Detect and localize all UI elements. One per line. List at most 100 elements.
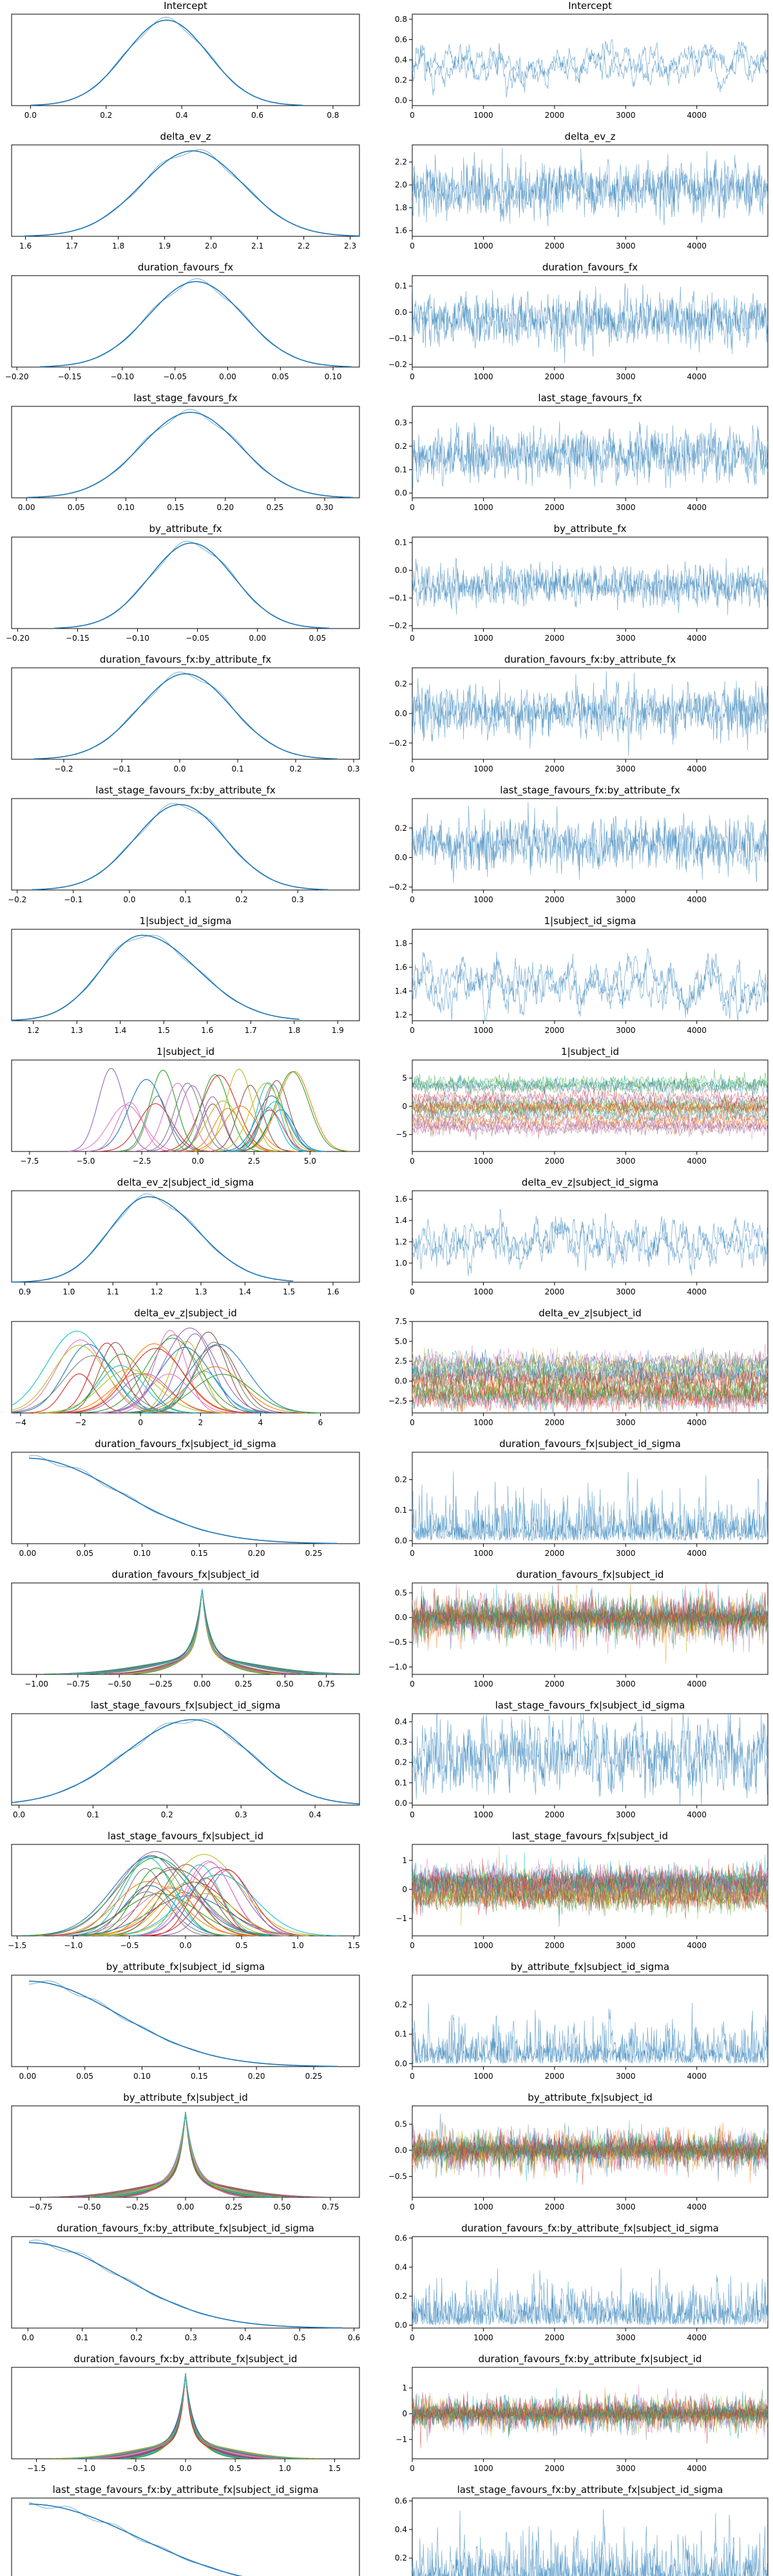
y-tick-label: −1.0 bbox=[388, 1662, 407, 1671]
density-curve bbox=[99, 2112, 272, 2197]
density-curve bbox=[12, 1196, 293, 1283]
x-tick-label: 0 bbox=[410, 1287, 415, 1296]
density-curve bbox=[95, 1881, 287, 1937]
density-curve bbox=[49, 2112, 322, 2197]
x-tick-label: 0.8 bbox=[327, 111, 339, 120]
x-tick-label: 3000 bbox=[616, 1026, 636, 1035]
x-tick-label: 0 bbox=[410, 1026, 415, 1035]
trace-panel-delta-ev-z-subject-id: delta_ev_z|subject_id 0 1000 2000 3000 4000 −2… bbox=[388, 1307, 768, 1427]
trace-panel-last-stage-favours-fx-subject-id-sigma: last_stage_favours_fx|subject_id_sigma 0 1… bbox=[395, 1700, 768, 1819]
density-curve bbox=[11, 1331, 178, 1414]
trace-panel-duration-favours-fx: duration_favours_fx 0 1000 2000 3000 4000 −0.2… bbox=[388, 261, 768, 381]
density-curve bbox=[65, 1373, 225, 1414]
density-curve bbox=[146, 1345, 287, 1414]
x-tick-label: 2000 bbox=[545, 634, 565, 643]
trace-line bbox=[412, 2130, 768, 2177]
x-tick-label: 4000 bbox=[687, 1287, 707, 1296]
y-tick-label: 1.4 bbox=[395, 987, 407, 996]
density-curve bbox=[30, 17, 303, 106]
density-curve bbox=[73, 2112, 298, 2197]
density-curve bbox=[113, 1589, 291, 1674]
y-tick-label: 1.6 bbox=[395, 226, 407, 235]
density-curve bbox=[72, 1589, 333, 1674]
density-curve bbox=[135, 1333, 256, 1414]
x-tick-label: 3000 bbox=[616, 634, 636, 643]
trace-line bbox=[412, 42, 768, 93]
panel-title: duration_favours_fx|subject_id_sigma bbox=[95, 1438, 276, 1450]
density-curve bbox=[127, 1589, 278, 1674]
x-tick-label: 1.7 bbox=[66, 242, 78, 251]
trace-panel-by-attribute-fx-subject-id: by_attribute_fx|subject_id 0 1000 2000 3000 4… bbox=[388, 2092, 768, 2211]
trace-line bbox=[412, 1846, 768, 1926]
x-tick-label: 2000 bbox=[545, 372, 565, 381]
x-tick-label: 0.0 bbox=[179, 1941, 191, 1950]
y-tick-label: 0.6 bbox=[395, 35, 407, 44]
x-tick-label: 4000 bbox=[687, 1810, 707, 1819]
x-tick-label: 0 bbox=[410, 1549, 415, 1558]
x-tick-label: 4000 bbox=[687, 1157, 707, 1166]
y-tick-label: −0.2 bbox=[388, 360, 407, 369]
x-tick-label: −0.25 bbox=[149, 1680, 173, 1689]
trace-line bbox=[412, 1343, 768, 1373]
panel-title: last_stage_favours_fx bbox=[538, 392, 642, 404]
y-tick-label: 0.0 bbox=[395, 1536, 407, 1545]
density-curve bbox=[32, 802, 328, 890]
panel-title: duration_favours_fx|subject_id_sigma bbox=[499, 1438, 681, 1450]
x-tick-label: 4000 bbox=[687, 2202, 707, 2211]
trace-panel-last-stage-favours-fx-subject-id: last_stage_favours_fx|subject_id 0 1000 200… bbox=[396, 1830, 768, 1950]
x-tick-label: 0.00 bbox=[18, 503, 35, 512]
density-curve bbox=[214, 1083, 319, 1152]
density-curve bbox=[148, 1877, 263, 1937]
x-tick-label: 0.20 bbox=[248, 1549, 265, 1558]
density-curve bbox=[115, 2373, 256, 2459]
trace-line bbox=[412, 2387, 768, 2434]
y-tick-label: −0.2 bbox=[388, 739, 407, 748]
x-tick-label: 0.2 bbox=[161, 1810, 173, 1819]
x-tick-label: 0.25 bbox=[266, 503, 283, 512]
panel-title: last_stage_favours_fx bbox=[133, 392, 237, 404]
density-curve bbox=[130, 1589, 274, 1674]
y-tick-label: 0.1 bbox=[395, 281, 407, 290]
x-tick-label: 0 bbox=[410, 372, 415, 381]
x-tick-label: 0 bbox=[410, 764, 415, 773]
density-curve bbox=[142, 1370, 265, 1414]
density-curve bbox=[56, 2112, 315, 2197]
x-tick-label: 0.0 bbox=[123, 895, 135, 904]
x-tick-label: 0.3 bbox=[235, 1810, 247, 1819]
x-tick-label: 4000 bbox=[687, 242, 707, 251]
density-curve bbox=[66, 1589, 338, 1674]
density-curve bbox=[86, 2112, 285, 2197]
density-curve bbox=[182, 1108, 273, 1152]
y-tick-label: 0.1 bbox=[395, 538, 407, 547]
x-tick-label: 0.9 bbox=[19, 1287, 31, 1296]
x-tick-label: 3000 bbox=[616, 2464, 636, 2473]
density-curve bbox=[237, 1071, 347, 1152]
density-panel-duration-favours-fx-by-attribute-fx-subject-id-sigma: duration_favours_fx:by_attribute_fx|subj… bbox=[11, 2222, 360, 2342]
x-tick-label: −0.2 bbox=[8, 895, 26, 904]
x-tick-label: 1000 bbox=[473, 1680, 493, 1689]
density-curve bbox=[100, 2373, 271, 2459]
trace-line bbox=[412, 1347, 768, 1379]
x-tick-label: 2.2 bbox=[298, 242, 310, 251]
density-curve bbox=[128, 2373, 243, 2459]
x-tick-label: 0.0 bbox=[179, 2464, 191, 2473]
x-tick-label: 0.00 bbox=[19, 2072, 37, 2081]
density-curve bbox=[127, 1866, 307, 1937]
x-tick-label: 0.6 bbox=[251, 111, 263, 120]
x-tick-label: 1.6 bbox=[327, 1287, 339, 1296]
density-curve bbox=[11, 1355, 187, 1414]
density-curve bbox=[102, 1589, 302, 1674]
x-tick-label: 2.5 bbox=[248, 1157, 260, 1166]
density-curve bbox=[114, 2112, 257, 2197]
density-curve bbox=[100, 2373, 271, 2459]
x-tick-label: 2000 bbox=[545, 503, 565, 512]
x-tick-label: −2 bbox=[75, 1418, 86, 1427]
x-tick-label: 0 bbox=[410, 111, 415, 120]
density-curve bbox=[87, 1102, 173, 1152]
density-curve bbox=[100, 1589, 305, 1674]
trace-line bbox=[412, 1075, 768, 1097]
x-tick-label: 0 bbox=[138, 1418, 143, 1427]
x-tick-label: 2000 bbox=[545, 242, 565, 251]
x-tick-label: 4000 bbox=[687, 372, 707, 381]
